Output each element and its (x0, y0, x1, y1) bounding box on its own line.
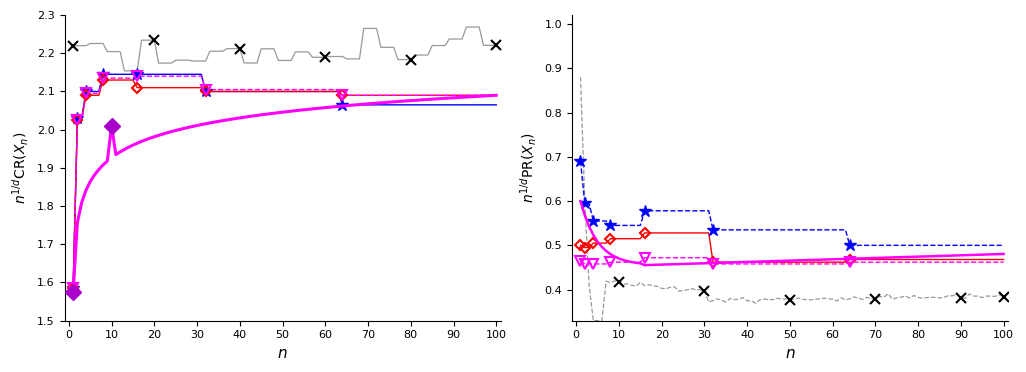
Y-axis label: $n^{1/d}\mathrm{PR}(X_n)$: $n^{1/d}\mathrm{PR}(X_n)$ (518, 132, 539, 203)
Y-axis label: $n^{1/d}\mathrm{CR}(X_n)$: $n^{1/d}\mathrm{CR}(X_n)$ (11, 132, 32, 204)
X-axis label: $n$: $n$ (277, 346, 288, 361)
X-axis label: $n$: $n$ (785, 346, 795, 361)
